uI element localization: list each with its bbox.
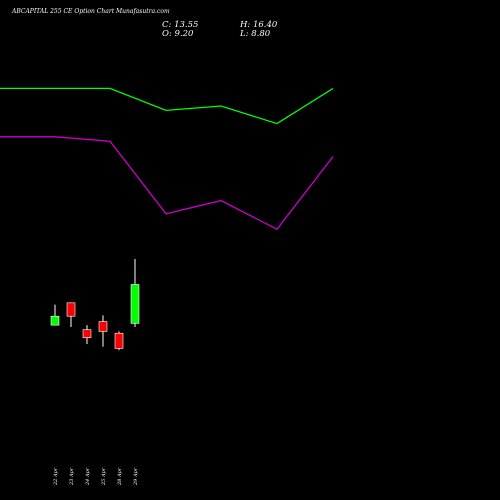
open-value: O: 9.20 bbox=[162, 29, 194, 39]
x-tick-label: 22 Apr bbox=[53, 467, 59, 486]
candle-body-23-apr bbox=[66, 302, 76, 317]
series-line-1 bbox=[0, 87, 334, 125]
low-value: L: 8.80 bbox=[240, 29, 271, 39]
candle-body-28-apr bbox=[114, 332, 124, 349]
candle-body-24-apr bbox=[82, 329, 92, 338]
candle-body-22-apr bbox=[50, 315, 60, 326]
x-tick-label: 24 Apr bbox=[85, 467, 91, 486]
candle-body-29-apr bbox=[130, 284, 140, 324]
x-tick-label: 29 Apr bbox=[133, 467, 139, 486]
x-tick-label: 25 Apr bbox=[101, 467, 107, 486]
high-value: H: 16.40 bbox=[240, 20, 278, 30]
chart-title: ABCAPITAL 255 CE Option Chart Munafasutr… bbox=[12, 8, 170, 15]
close-value: C: 13.55 bbox=[162, 20, 199, 30]
x-tick-label: 28 Apr bbox=[117, 467, 123, 486]
candle-body-25-apr bbox=[98, 321, 108, 332]
x-tick-label: 23 Apr bbox=[69, 467, 75, 486]
series-line-2 bbox=[0, 136, 334, 231]
